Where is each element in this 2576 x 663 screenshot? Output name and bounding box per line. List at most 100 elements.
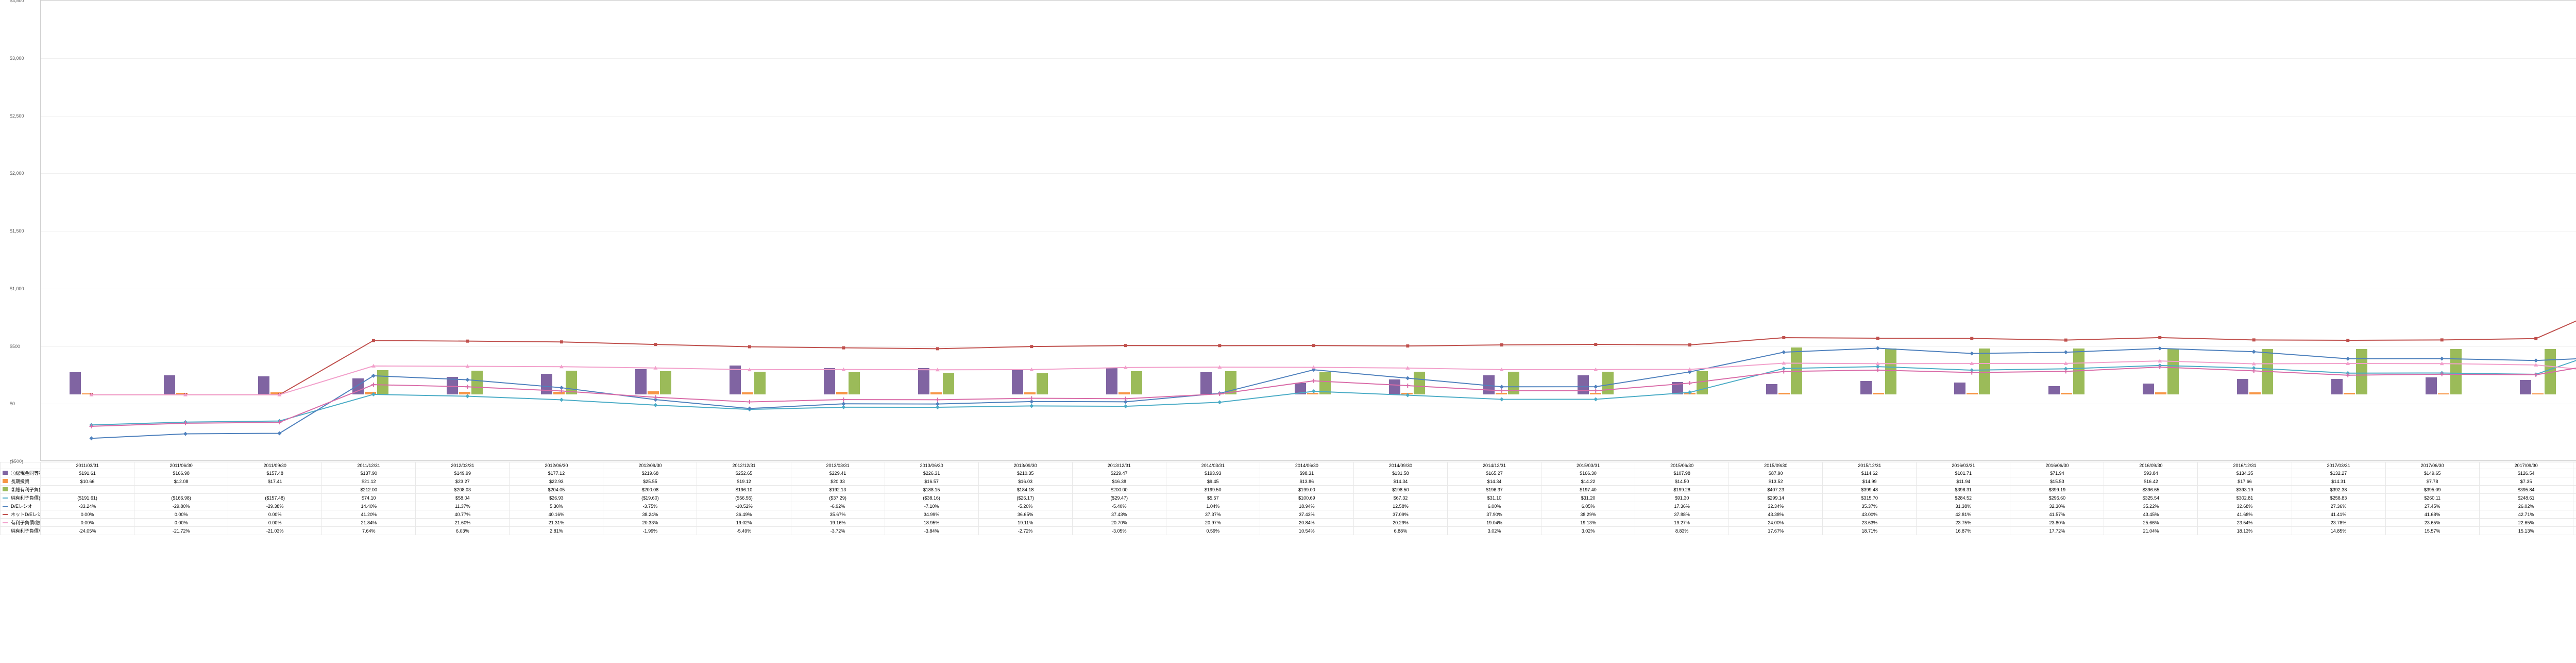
- cell: 0.00%: [228, 519, 322, 527]
- cell: -29.38%: [228, 502, 322, 510]
- cell: 3.02%: [1541, 527, 1635, 535]
- cell: 37.43%: [1260, 510, 1353, 519]
- cell: 37.09%: [1353, 510, 1447, 519]
- cell: $210.35: [978, 469, 1072, 477]
- col-header: 2017/09/30: [2479, 462, 2573, 469]
- cell: 3.02%: [1447, 527, 1541, 535]
- bar-group: [1106, 1, 1142, 460]
- cell: $87.90: [1729, 469, 1823, 477]
- cell: $199.00: [1260, 486, 1353, 494]
- cell: 12.58%: [1353, 502, 1447, 510]
- cell: $325.54: [2104, 494, 2198, 502]
- cell: $395.84: [2479, 486, 2573, 494]
- col-header: 2012/12/31: [697, 462, 791, 469]
- cell: 6.03%: [416, 527, 510, 535]
- bar-longinv: [1590, 393, 1601, 394]
- cell: 15.13%: [2479, 527, 2573, 535]
- cell: $399.19: [2010, 486, 2104, 494]
- cell: $31.10: [1447, 494, 1541, 502]
- cell: $100.69: [1260, 494, 1353, 502]
- cell: $16.03: [978, 477, 1072, 486]
- bar-longinv: [1213, 393, 1224, 394]
- data-table-wrap: 2011/03/312011/06/302011/09/302011/12/31…: [0, 462, 2576, 535]
- bar-totdebt: [1319, 372, 1331, 394]
- cell: $299.14: [1729, 494, 1823, 502]
- cell: 41.57%: [2010, 510, 2104, 519]
- cell: $91.30: [1635, 494, 1729, 502]
- cell: $258.83: [2292, 494, 2385, 502]
- col-header: 2011/09/30: [228, 462, 322, 469]
- bar-cash: [1672, 382, 1683, 394]
- cell: $12.08: [134, 477, 228, 486]
- col-header: 2012/03/31: [416, 462, 510, 469]
- cell: 37.88%: [1635, 510, 1729, 519]
- cell: 43.45%: [2104, 510, 2198, 519]
- cell: $14.50: [1635, 477, 1729, 486]
- data-table: 2011/03/312011/06/302011/09/302011/12/31…: [0, 462, 2576, 535]
- bar-longinv: [1118, 392, 1130, 394]
- col-header: 2016/03/31: [1917, 462, 2010, 469]
- cell: $58.04: [416, 494, 510, 502]
- bar-cash: [2237, 379, 2248, 394]
- col-header: 2016/09/30: [2104, 462, 2198, 469]
- cell: 31.38%: [1917, 502, 2010, 510]
- bar-cash: [1200, 372, 1212, 394]
- cell: 36.65%: [978, 510, 1072, 519]
- row-header: 純有利子負債(②－①): [1, 494, 41, 502]
- cell: $260.11: [2385, 494, 2479, 502]
- cell: $17.66: [2198, 477, 2292, 486]
- cell: 36.49%: [697, 510, 791, 519]
- cell: $200.00: [1072, 486, 1166, 494]
- cell: [41, 486, 134, 494]
- cell: $188.15: [885, 486, 978, 494]
- cell: $395.09: [2385, 486, 2479, 494]
- bar-totdebt: [377, 370, 388, 394]
- cell: ($38.16): [885, 494, 978, 502]
- cell: 40.16%: [510, 510, 603, 519]
- cell: 37.43%: [1072, 510, 1166, 519]
- bar-longinv: [2155, 392, 2166, 394]
- bar-cash: [635, 369, 647, 394]
- bar-longinv: [2249, 392, 2261, 394]
- cell: $252.65: [697, 469, 791, 477]
- bar-group: [1954, 1, 1990, 460]
- cell: $166.98: [134, 469, 228, 477]
- cell: $193.93: [1166, 469, 1260, 477]
- cell: 10.54%: [1260, 527, 1353, 535]
- cell: $7.35: [2479, 477, 2573, 486]
- bar-totdebt: [660, 371, 671, 394]
- cell: 22.65%: [2479, 519, 2573, 527]
- bar-totdebt: [1885, 349, 1896, 394]
- col-header: 2014/03/31: [1166, 462, 1260, 469]
- bar-longinv: [365, 392, 376, 394]
- cell: 1.04%: [1166, 502, 1260, 510]
- cell: -21.03%: [228, 527, 322, 535]
- cell: 25.66%: [2104, 519, 2198, 527]
- cell: $137.90: [322, 469, 416, 477]
- cell: -3.05%: [1072, 527, 1166, 535]
- cell: $71.94: [2010, 469, 2104, 477]
- bar-totdebt: [566, 371, 577, 394]
- cell: 26.02%: [2479, 502, 2573, 510]
- cell: 23.75%: [1917, 519, 2010, 527]
- cell: -7.10%: [885, 502, 978, 510]
- col-header: 2013/09/30: [978, 462, 1072, 469]
- row-header: ①総現金同等物: [1, 469, 41, 477]
- cell: 37.90%: [1447, 510, 1541, 519]
- cell: $198.50: [1353, 486, 1447, 494]
- cell: 35.67%: [791, 510, 885, 519]
- cell: $229.41: [791, 469, 885, 477]
- cell: $7.30: [2573, 477, 2576, 486]
- cell: -6.92%: [791, 502, 885, 510]
- cell: $22.93: [510, 477, 603, 486]
- row-header: 長期投資: [1, 477, 41, 486]
- bar-cash: [1012, 370, 1023, 394]
- cell: $393.19: [2198, 486, 2292, 494]
- cell: $197.40: [1541, 486, 1635, 494]
- bar-totdebt: [943, 373, 954, 394]
- bar-longinv: [1873, 393, 1884, 394]
- cell: -21.72%: [134, 527, 228, 535]
- cell: $392.38: [2292, 486, 2385, 494]
- cell: 5.30%: [510, 502, 603, 510]
- bar-longinv: [2061, 393, 2072, 394]
